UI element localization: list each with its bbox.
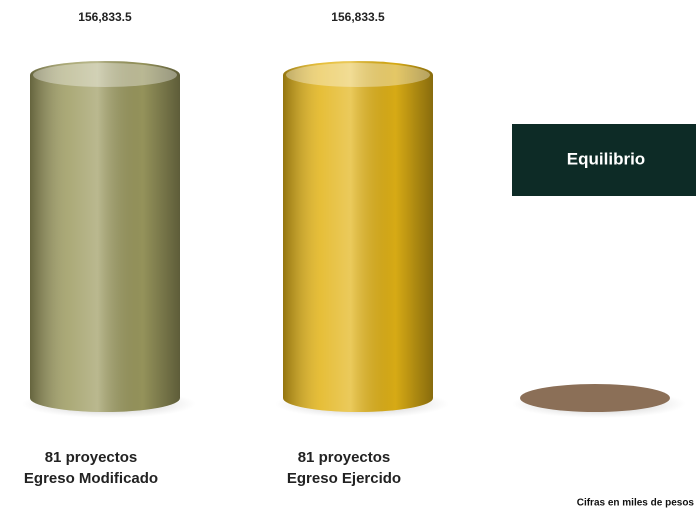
value-label: 156,833.5 bbox=[331, 10, 385, 24]
category-note: 81 proyectos bbox=[298, 449, 391, 466]
x-tick-label: Egreso Modificado bbox=[24, 470, 158, 487]
bar-shading bbox=[30, 61, 180, 412]
annotation: Equilibrio bbox=[567, 149, 645, 168]
x-tick-label: Egreso Ejercido bbox=[287, 470, 401, 487]
value-label: 156,833.5 bbox=[78, 10, 132, 24]
bar-shading bbox=[283, 61, 433, 412]
bar-top bbox=[33, 63, 177, 87]
footnote: Cifras en miles de pesos bbox=[577, 498, 695, 509]
category-note: 81 proyectos bbox=[45, 449, 138, 466]
annotation-box bbox=[512, 124, 696, 196]
bar bbox=[520, 384, 670, 412]
bar-top bbox=[286, 63, 430, 87]
